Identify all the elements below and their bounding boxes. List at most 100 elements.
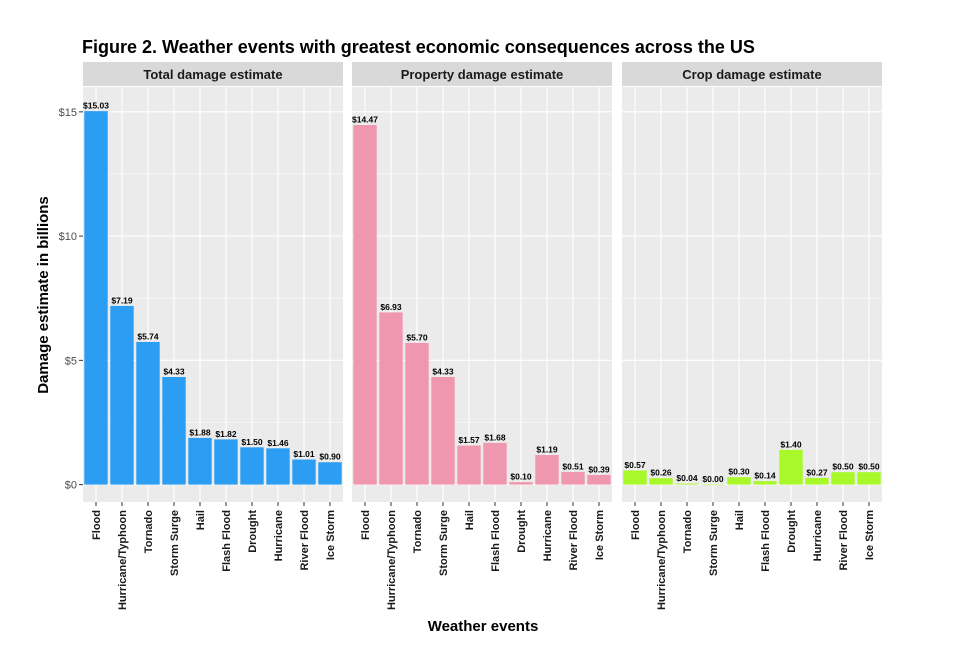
x-tick-label: Tornado xyxy=(412,510,424,553)
x-tick-label: Storm Surge xyxy=(708,510,720,576)
data-label: $5.74 xyxy=(137,331,159,341)
bar xyxy=(379,312,403,485)
chart-title: Figure 2. Weather events with greatest e… xyxy=(82,37,755,57)
bar xyxy=(188,437,212,485)
data-label: $0.51 xyxy=(562,461,584,471)
x-tick-label: Flash Flood xyxy=(760,510,772,572)
bar xyxy=(457,445,481,485)
y-axis: $0 $5 $10 $15 xyxy=(59,107,83,492)
bar xyxy=(214,439,238,485)
data-label: $1.46 xyxy=(267,438,289,448)
x-tick-label: Hail xyxy=(734,510,746,530)
data-label: $0.27 xyxy=(806,467,828,477)
bar xyxy=(623,470,647,485)
facet-strip xyxy=(83,62,343,86)
facet-strip xyxy=(622,62,882,86)
data-label: $14.47 xyxy=(352,115,378,125)
bar xyxy=(535,455,559,485)
panel-background xyxy=(622,87,882,502)
data-label: $1.57 xyxy=(458,435,480,445)
y-tick-label: $15 xyxy=(59,107,77,119)
x-tick-label: Drought xyxy=(247,510,259,553)
x-tick-label: Drought xyxy=(516,510,528,553)
x-tick-label: Tornado xyxy=(143,510,155,553)
data-label: $0.26 xyxy=(650,468,672,478)
bar xyxy=(136,341,160,485)
x-tick-label: Flood xyxy=(630,510,642,540)
data-label: $0.50 xyxy=(858,462,880,472)
x-tick-label: Storm Surge xyxy=(438,510,450,576)
data-label: $0.04 xyxy=(676,473,698,483)
data-label: $1.88 xyxy=(189,427,211,437)
bar xyxy=(587,474,611,485)
bar xyxy=(483,442,507,485)
bar xyxy=(266,448,290,485)
x-tick-label: River Flood xyxy=(299,510,311,571)
x-tick-label: Storm Surge xyxy=(169,510,181,576)
x-tick-label: Hurricane xyxy=(812,510,824,561)
x-tick-label: Flood xyxy=(91,510,103,540)
y-tick-label: $5 xyxy=(65,355,77,367)
data-label: $6.93 xyxy=(380,302,402,312)
bar xyxy=(162,377,186,485)
bar xyxy=(318,462,342,485)
bar xyxy=(292,459,316,485)
data-label: $7.19 xyxy=(111,295,133,305)
data-label: $0.10 xyxy=(510,472,532,482)
data-label: $0.39 xyxy=(588,464,610,474)
data-label: $4.33 xyxy=(163,367,185,377)
y-tick-label: $0 xyxy=(65,480,77,492)
x-tick-label: River Flood xyxy=(568,510,580,571)
data-label: $1.82 xyxy=(215,429,237,439)
bar xyxy=(353,125,377,485)
x-tick-label: River Flood xyxy=(838,510,850,571)
bar xyxy=(509,482,533,485)
x-tick-label: Ice Storm xyxy=(325,510,337,560)
data-label: $0.50 xyxy=(832,462,854,472)
facet-strip-label: Property damage estimate xyxy=(401,67,564,82)
facet-strip-label: Crop damage estimate xyxy=(682,67,821,82)
facet-panels: Total damage estimate $15.03 $7.19 $5.74 $4.… xyxy=(83,62,882,610)
bar xyxy=(701,484,725,486)
bar xyxy=(84,111,108,485)
panel-crop-damage-estimate: Crop damage estimate $0.57 $0.26 $0.04 $0.00… xyxy=(622,62,882,610)
data-label: $1.68 xyxy=(484,432,506,442)
x-axis-title: Weather events xyxy=(428,618,539,635)
panel-total-damage-estimate: Total damage estimate $15.03 $7.19 $5.74 $4.… xyxy=(83,62,343,610)
x-tick-label: Ice Storm xyxy=(594,510,606,560)
data-label: $1.40 xyxy=(780,439,802,449)
bar xyxy=(240,447,264,485)
facet-strip-label: Total damage estimate xyxy=(143,67,282,82)
panel-property-damage-estimate: Property damage estimate $14.47 $6.93 $5.70… xyxy=(352,62,612,610)
data-label: $4.33 xyxy=(432,367,454,377)
facet-strip xyxy=(352,62,612,86)
x-tick-label: Hurricane/Typhoon xyxy=(386,510,398,610)
x-tick-label: Hail xyxy=(464,510,476,530)
bar xyxy=(779,449,803,485)
x-tick-label: Flash Flood xyxy=(221,510,233,572)
y-axis-title: Damage estimate in billions xyxy=(35,196,52,394)
bar xyxy=(110,305,134,485)
x-tick-label: Flash Flood xyxy=(490,510,502,572)
x-tick-label: Hurricane/Typhoon xyxy=(117,510,129,610)
x-tick-label: Hail xyxy=(195,510,207,530)
bar xyxy=(561,471,585,485)
bar xyxy=(727,477,751,485)
x-tick-label: Tornado xyxy=(682,510,694,553)
y-tick-label: $10 xyxy=(59,231,77,243)
bar xyxy=(753,481,777,485)
data-label: $0.14 xyxy=(754,471,776,481)
bar xyxy=(431,377,455,485)
data-label: $0.90 xyxy=(319,452,341,462)
x-tick-label: Hurricane xyxy=(542,510,554,561)
x-tick-label: Drought xyxy=(786,510,798,553)
data-label: $1.19 xyxy=(536,445,558,455)
data-label: $1.01 xyxy=(293,449,315,459)
bar xyxy=(857,472,881,485)
bar xyxy=(831,472,855,485)
bar xyxy=(405,342,429,485)
data-label: $1.50 xyxy=(241,437,263,447)
data-label: $0.00 xyxy=(702,474,724,484)
bar xyxy=(805,477,829,485)
